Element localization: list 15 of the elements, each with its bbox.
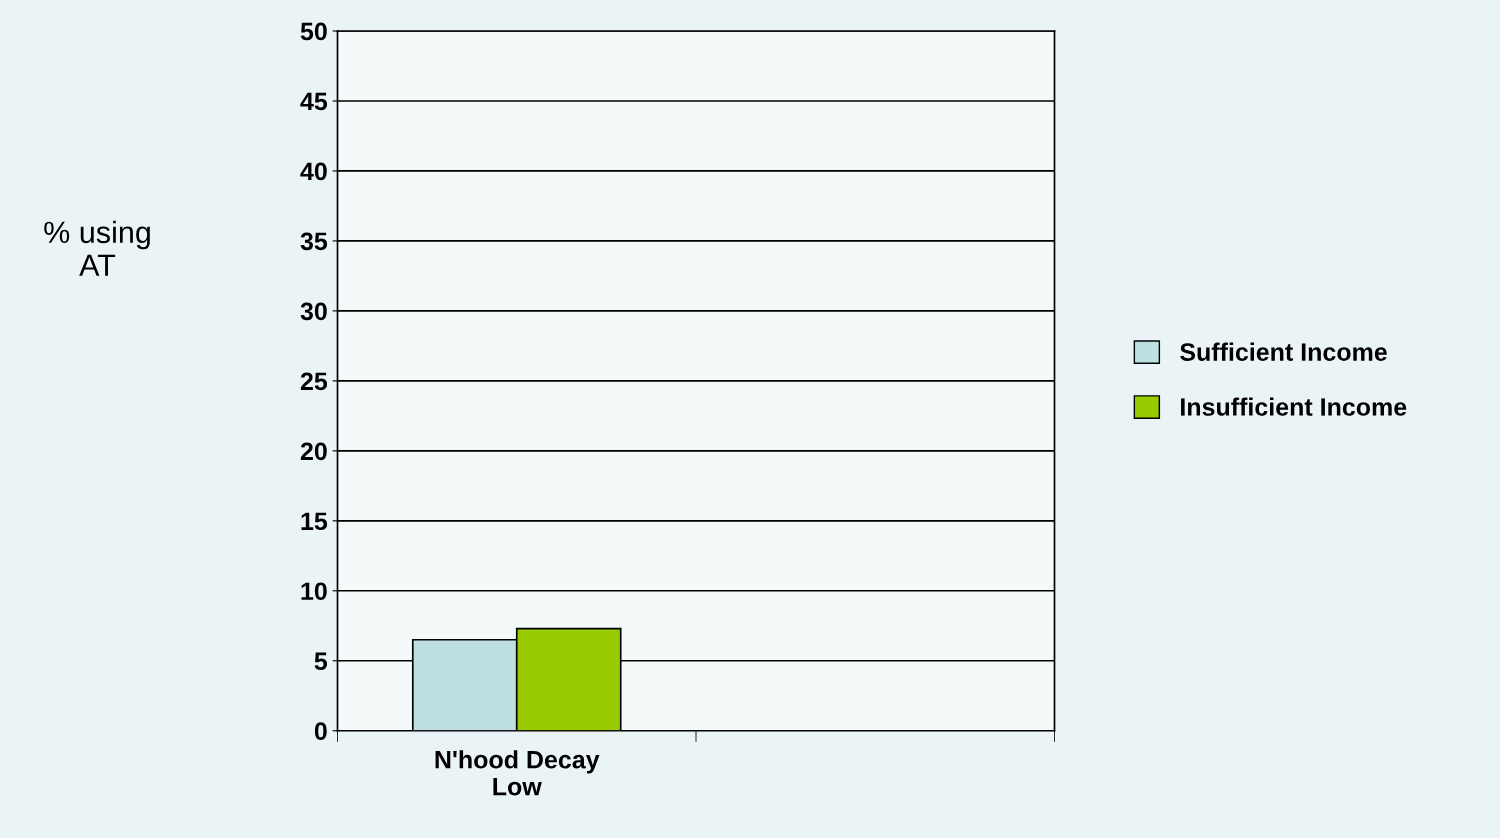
y-tick-label: 35 bbox=[300, 232, 328, 251]
y-tick-label: 10 bbox=[301, 582, 327, 601]
legend-label: Insufficient Income bbox=[1181, 397, 1407, 416]
y-tick-label: 0 bbox=[314, 722, 327, 741]
y-tick-label: 15 bbox=[301, 512, 328, 531]
y-tick-label: 40 bbox=[300, 162, 327, 181]
y-axis-title: % using AT bbox=[44, 220, 150, 276]
y-tick-label: 50 bbox=[300, 22, 327, 41]
y-tick-label: 20 bbox=[300, 442, 327, 461]
y-tick-label: 30 bbox=[300, 302, 327, 321]
legend-label: Sufficient Income bbox=[1180, 342, 1387, 361]
x-tick-label: N'hood Decay Low bbox=[435, 750, 600, 796]
y-tick-label: 5 bbox=[314, 652, 328, 671]
y-tick-label: 25 bbox=[300, 372, 328, 391]
y-tick-label: 45 bbox=[300, 92, 328, 111]
